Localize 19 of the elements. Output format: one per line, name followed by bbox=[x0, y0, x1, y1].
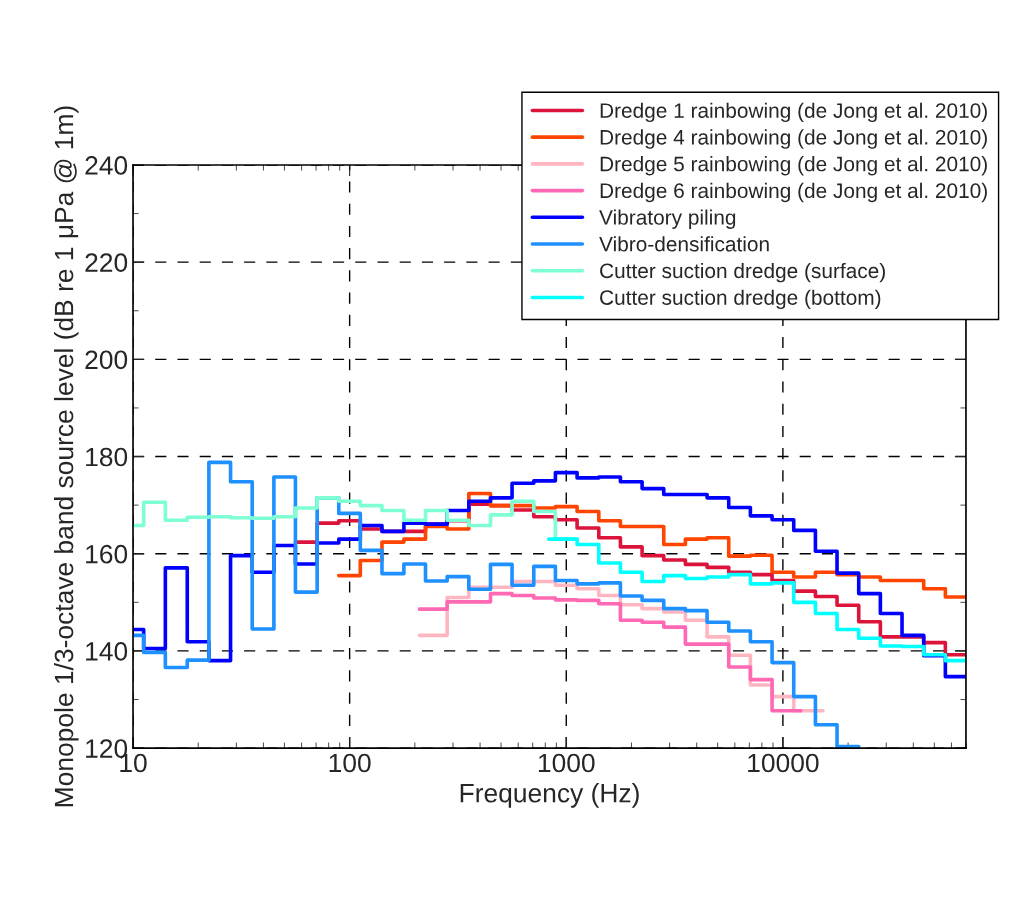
y-tick-label: 240 bbox=[85, 156, 128, 175]
legend-label: Vibratory piling bbox=[599, 209, 736, 229]
y-tick-label: 160 bbox=[86, 544, 128, 564]
legend-label: Cutter suction dredge (bottom) bbox=[600, 289, 881, 310]
legend-label: Cutter suction dredge (surface) bbox=[600, 262, 885, 283]
y-axis-title: Monopole 1/3-octave band source level (dB re 1 μPa @ 1m) bbox=[53, 106, 79, 807]
y-tick-label: 180 bbox=[86, 447, 128, 467]
y-tick-label: 140 bbox=[86, 642, 128, 661]
x-tick-label: 100 bbox=[329, 753, 371, 773]
y-tick-label: 220 bbox=[85, 253, 128, 272]
legend-label: Dredge 5 rainbowing (de Jong et al. 2010) bbox=[600, 156, 987, 176]
legend-label: Vibro-densification bbox=[599, 236, 769, 252]
x-tick-label: 1000 bbox=[538, 753, 595, 773]
legend-label: Dredge 6 rainbowing (de Jong et al. 2010) bbox=[600, 182, 987, 203]
legend-label: Dredge 4 rainbowing (de Jong et al. 2010) bbox=[600, 129, 987, 149]
x-axis-title: Frequency (Hz) bbox=[460, 783, 639, 808]
legend-label: Dredge 1 rainbowing (de Jong et al. 2010) bbox=[600, 102, 987, 123]
y-tick-label: 200 bbox=[85, 350, 128, 370]
x-tick-label: 10000 bbox=[748, 753, 819, 773]
